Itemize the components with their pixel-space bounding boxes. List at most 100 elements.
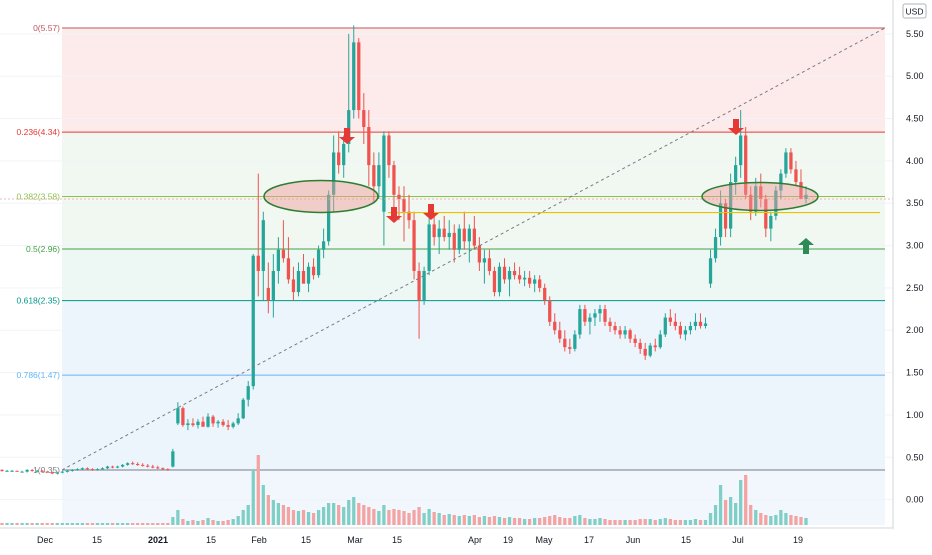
volume-bar <box>804 518 808 525</box>
volume-bar <box>603 519 607 525</box>
volume-bar <box>176 510 180 525</box>
volume-bar <box>226 520 230 525</box>
candle-body <box>196 421 200 426</box>
candle-body <box>407 211 411 221</box>
volume-bar <box>95 523 100 525</box>
candle-body <box>618 330 622 335</box>
volume-bar <box>799 517 803 525</box>
candle-body <box>779 173 783 191</box>
candle-body <box>452 232 456 250</box>
candle-body <box>563 338 567 348</box>
candle-body <box>382 135 386 212</box>
candle-body <box>533 279 537 284</box>
volume-bar <box>789 515 793 525</box>
candle-body <box>377 165 381 187</box>
time-tick-label: 2021 <box>148 535 168 545</box>
time-tick-label: 15 <box>206 535 216 545</box>
volume-bar <box>10 523 14 525</box>
volume-bar <box>472 515 476 525</box>
fib-band <box>62 248 885 301</box>
candle-body <box>668 317 672 322</box>
volume-bar <box>357 503 361 525</box>
candle-body <box>558 330 562 339</box>
volume-bar <box>151 523 155 525</box>
volume-bar <box>613 520 617 525</box>
volume-bar <box>507 517 512 525</box>
candle-body <box>266 287 270 301</box>
time-tick-label: 19 <box>793 535 803 545</box>
volume-bar <box>306 512 311 525</box>
candle-body <box>759 186 763 199</box>
candle-body <box>55 472 59 474</box>
volume-bar <box>487 517 492 525</box>
volume-bar <box>553 515 557 525</box>
volume-bar <box>754 510 758 525</box>
price-axis: 5.50 5.00 4.50 4.00 3.50 3.00 2.50 2.00 1.50 1.00… <box>892 0 932 550</box>
candle-body <box>120 464 125 467</box>
candle-body <box>548 300 552 322</box>
candle-body <box>85 468 90 470</box>
candle-body <box>417 270 421 301</box>
volume-bar <box>131 523 135 525</box>
volume-bar <box>618 520 622 525</box>
volume-bar <box>382 505 386 525</box>
price-tick-label: 2.00 <box>906 325 924 335</box>
volume-bar <box>638 519 642 525</box>
candle-body <box>100 468 105 470</box>
volume-bar <box>522 519 527 525</box>
volume-bar <box>538 518 542 525</box>
volume-bar <box>683 520 688 525</box>
time-tick-label: 15 <box>92 535 102 545</box>
time-tick-label: Apr <box>468 535 482 545</box>
candle-body <box>357 42 361 111</box>
volume-bar <box>326 503 331 525</box>
volume-bar <box>673 520 677 525</box>
candle-body <box>45 471 49 473</box>
volume-bar <box>497 517 502 525</box>
volume-bar <box>221 521 225 525</box>
candle-body <box>472 228 476 246</box>
candle-body <box>226 425 230 427</box>
volume-bar <box>115 523 120 525</box>
candle-body <box>568 347 572 349</box>
volume-bar <box>583 518 587 525</box>
volume-bar <box>678 520 683 525</box>
volume-bar <box>422 513 426 525</box>
candle-body <box>457 228 461 250</box>
currency-badge <box>902 3 927 19</box>
price-tick-label: 4.50 <box>906 114 924 124</box>
candle-body <box>673 321 677 327</box>
price-tick-label: 3.50 <box>906 198 924 208</box>
candle-body <box>60 471 64 473</box>
candle-body <box>633 338 637 343</box>
candle-body <box>794 169 798 183</box>
candle-body <box>522 277 527 280</box>
volume-bar <box>437 513 441 525</box>
candle-body <box>477 245 482 263</box>
arrow-down-icon <box>339 128 355 144</box>
candle-body <box>251 255 255 387</box>
candles <box>0 25 808 475</box>
candle-body <box>30 469 34 471</box>
volume-bar <box>55 523 59 525</box>
volume-bar <box>372 509 376 525</box>
candle-body <box>201 421 205 427</box>
candle-body <box>15 470 19 472</box>
arrow-down-icon <box>728 119 744 135</box>
volume-bar <box>146 523 150 525</box>
volume-bar <box>191 520 195 525</box>
candle-body <box>241 399 245 419</box>
volume-bar <box>50 523 54 525</box>
price-tick-label: 1.50 <box>906 368 924 378</box>
volume-bar <box>347 500 351 525</box>
candle-body <box>80 468 85 470</box>
candle-body <box>688 326 693 331</box>
volume-bar <box>648 519 652 525</box>
volume-bar <box>25 523 29 525</box>
time-axis: Dec 15 2021 15 Feb 15 Mar 15 Apr 19 May 17 Jun 15 Jul 1… <box>0 527 893 550</box>
volume-bar <box>75 523 80 525</box>
candle-body <box>608 321 612 327</box>
candle-body <box>754 186 758 212</box>
volume-bar <box>533 518 537 525</box>
